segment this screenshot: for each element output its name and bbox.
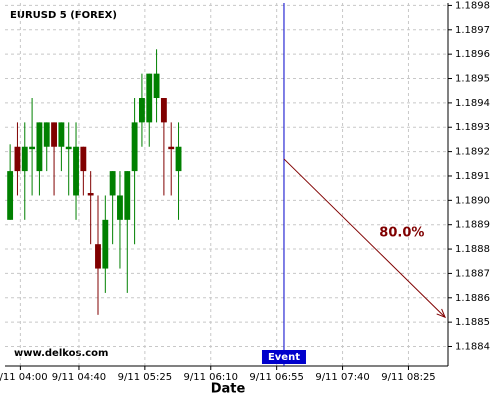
y-tick-label: 1.1888 [455,244,490,255]
x-tick-label: 9/11 04:00 [0,372,48,383]
candle-body [29,146,36,150]
candle-body [160,98,167,123]
candle-body [168,146,175,150]
y-tick-label: 1.1895 [455,74,490,85]
candle-body [138,98,145,123]
candle-body [117,195,123,220]
candle-body [109,171,116,196]
y-tick-label: 1.1890 [455,195,490,206]
candle-body [80,146,87,172]
candle-body [51,122,57,147]
candle-body [124,171,131,220]
x-tick-label: 9/11 08:25 [381,372,435,383]
forecast-label: 80.0% [379,226,424,241]
y-tick-label: 1.1898 [455,0,490,11]
chart-title: EURUSD 5 (FOREX) [10,10,117,21]
candle-body [43,122,50,147]
candle-body [102,219,109,269]
x-axis-label: Date [211,382,246,397]
candle-body [73,146,79,196]
y-tick-label: 1.1884 [455,342,490,353]
candle-body [87,193,94,196]
x-tick-label: 9/11 05:25 [118,372,172,383]
candle-body [14,146,21,172]
candle-body [21,146,28,172]
event-label-box [261,350,306,364]
arrow-head [436,308,446,319]
y-tick-label: 1.1896 [455,49,490,60]
candle-body [153,73,160,99]
y-tick-label: 1.1886 [455,293,490,304]
x-tick-label: 9/11 07:40 [315,372,369,383]
y-tick-label: 1.1892 [455,147,490,158]
y-tick-label: 1.1887 [455,268,490,279]
y-tick-label: 1.1897 [455,25,490,36]
y-tick-label: 1.1893 [455,122,490,133]
y-tick-label: 1.1889 [455,220,490,231]
x-tick-label: 9/11 04:40 [52,372,106,383]
event-label: Event [268,352,300,363]
candle-body [58,122,65,147]
candle-body [146,73,153,123]
candle-body [175,146,182,172]
candle-body [36,122,43,172]
watermark: www.delkos.com [14,348,108,359]
candle-body [7,171,14,220]
x-tick-label: 9/11 06:55 [249,372,303,383]
candle-body [65,146,72,150]
candle-body [131,122,138,172]
forecast-arrow [283,158,446,318]
y-tick-label: 1.1894 [455,98,490,109]
x-tick-label: 9/11 06:10 [184,372,238,383]
y-tick-label: 1.1891 [455,171,490,182]
candle-body [95,244,101,269]
y-tick-label: 1.1885 [455,317,490,328]
